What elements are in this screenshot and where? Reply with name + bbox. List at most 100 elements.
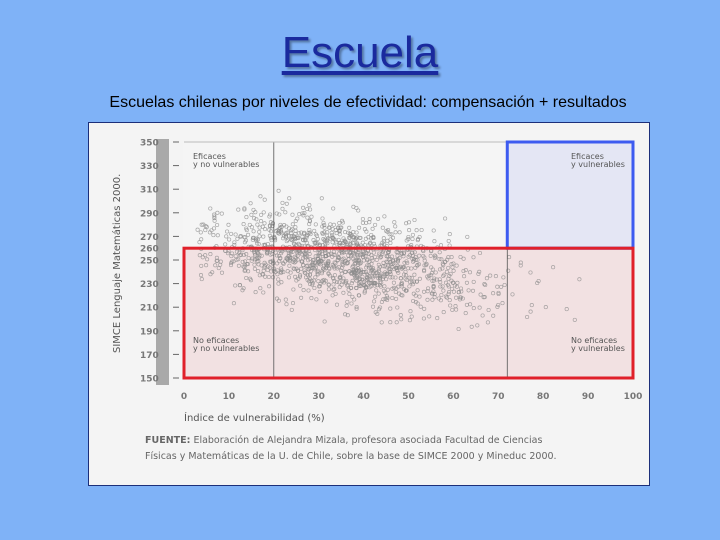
data-point bbox=[387, 232, 392, 237]
data-point bbox=[388, 306, 393, 311]
data-point bbox=[332, 273, 337, 278]
data-point bbox=[347, 291, 352, 297]
y-tick-label: 330 bbox=[140, 162, 159, 172]
data-point bbox=[354, 275, 359, 280]
data-point bbox=[257, 229, 262, 234]
data-point bbox=[279, 269, 284, 275]
data-point bbox=[421, 289, 427, 294]
data-point bbox=[257, 234, 262, 239]
data-point bbox=[388, 256, 393, 261]
data-point bbox=[307, 272, 313, 277]
data-point bbox=[409, 266, 414, 271]
data-point bbox=[485, 320, 490, 325]
data-point bbox=[393, 230, 398, 235]
data-point bbox=[411, 291, 416, 296]
data-point bbox=[425, 297, 430, 302]
data-point bbox=[330, 240, 335, 245]
data-point bbox=[292, 260, 297, 265]
data-point bbox=[330, 254, 335, 259]
data-point bbox=[407, 275, 412, 280]
data-point bbox=[268, 229, 274, 234]
data-point bbox=[425, 289, 430, 294]
data-point bbox=[231, 301, 236, 306]
data-point bbox=[431, 289, 436, 294]
x-tick-label: 10 bbox=[223, 392, 236, 402]
data-point bbox=[290, 238, 295, 243]
data-point bbox=[372, 273, 377, 278]
data-point bbox=[252, 216, 257, 221]
data-point bbox=[236, 257, 241, 262]
data-point bbox=[337, 229, 342, 234]
data-point bbox=[469, 324, 474, 329]
data-point bbox=[412, 250, 417, 255]
data-point bbox=[240, 288, 245, 293]
data-point bbox=[454, 284, 459, 289]
data-point bbox=[343, 240, 348, 245]
data-point bbox=[336, 255, 341, 260]
data-point bbox=[403, 288, 409, 293]
data-point bbox=[276, 277, 281, 282]
data-point bbox=[275, 268, 280, 273]
data-point bbox=[280, 200, 285, 205]
data-point bbox=[335, 266, 340, 271]
data-point bbox=[308, 266, 313, 271]
data-point bbox=[451, 289, 456, 294]
data-point bbox=[398, 276, 403, 281]
data-point bbox=[244, 252, 249, 257]
data-point bbox=[295, 216, 300, 221]
data-point bbox=[386, 249, 391, 255]
data-point bbox=[219, 270, 225, 275]
data-point bbox=[249, 212, 254, 217]
data-point bbox=[319, 279, 325, 284]
data-point bbox=[251, 235, 256, 240]
x-tick-label: 0 bbox=[181, 392, 187, 402]
data-point bbox=[430, 291, 435, 296]
data-point bbox=[339, 268, 344, 273]
x-tick-label: 100 bbox=[624, 392, 643, 402]
slide-subtitle: Escuelas chilenas por niveles de efectiv… bbox=[109, 94, 627, 111]
data-point bbox=[308, 207, 313, 212]
data-point bbox=[422, 267, 427, 273]
data-point bbox=[370, 267, 375, 272]
data-point bbox=[215, 233, 220, 238]
data-point bbox=[349, 301, 354, 306]
data-point bbox=[321, 257, 326, 262]
data-point bbox=[370, 274, 375, 279]
source-note-line2: Físicas y Matemáticas de la U. de Chile,… bbox=[145, 451, 557, 462]
data-point bbox=[333, 261, 338, 266]
data-point bbox=[381, 236, 386, 241]
data-point bbox=[343, 280, 348, 285]
data-point bbox=[438, 280, 443, 285]
data-point bbox=[259, 212, 264, 217]
data-point bbox=[322, 238, 327, 243]
data-point bbox=[255, 222, 260, 227]
data-point bbox=[404, 277, 409, 283]
y-tick-label: 170 bbox=[140, 351, 159, 361]
data-point bbox=[406, 254, 411, 259]
data-point bbox=[299, 295, 304, 300]
data-point bbox=[241, 252, 247, 258]
data-point bbox=[277, 212, 282, 217]
data-point bbox=[488, 273, 493, 278]
data-point bbox=[459, 289, 464, 294]
data-point bbox=[464, 302, 469, 307]
quadrant-label-title: Eficaces bbox=[193, 152, 226, 161]
data-point bbox=[418, 304, 423, 309]
data-point bbox=[384, 277, 389, 282]
data-point bbox=[313, 265, 318, 270]
data-point bbox=[320, 216, 325, 221]
data-point bbox=[326, 282, 331, 287]
data-point bbox=[376, 268, 382, 274]
data-point bbox=[360, 274, 365, 279]
data-point bbox=[386, 254, 391, 259]
data-point bbox=[416, 237, 421, 242]
data-point bbox=[422, 255, 427, 260]
y-tick-label: 190 bbox=[140, 327, 159, 337]
data-point bbox=[409, 275, 414, 280]
data-point bbox=[426, 286, 431, 291]
data-point bbox=[198, 273, 204, 278]
data-point bbox=[352, 297, 357, 302]
data-point bbox=[268, 259, 273, 264]
data-point bbox=[331, 276, 336, 281]
data-point bbox=[345, 282, 351, 288]
